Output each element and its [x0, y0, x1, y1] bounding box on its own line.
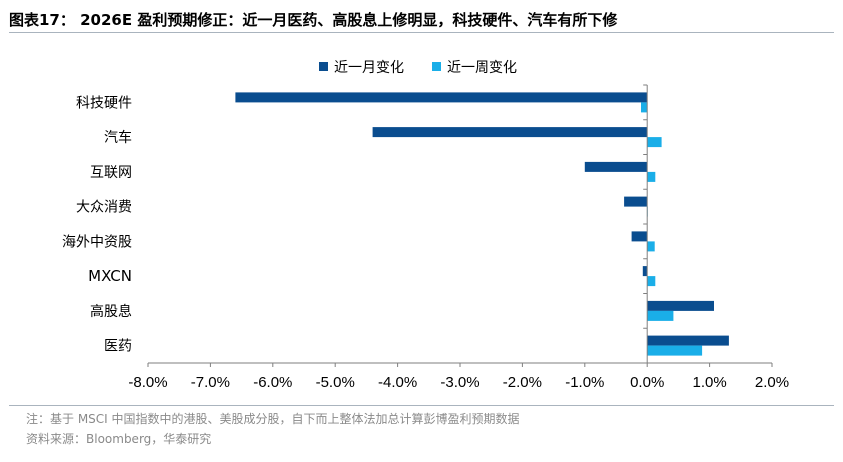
bar-month-7 — [647, 335, 729, 346]
x-tick-label: -5.0% — [316, 374, 355, 391]
legend-label: 近一周变化 — [447, 60, 517, 76]
chart-title: 图表17： 2026E 盈利预期修正：近一月医药、高股息上修明显，科技硬件、汽车… — [9, 11, 618, 29]
category-label: MXCN — [88, 267, 132, 285]
bar-month-1 — [372, 127, 648, 138]
legend-label: 近一月变化 — [334, 60, 404, 76]
x-tick-label: 0.0% — [630, 374, 664, 391]
bars — [235, 92, 729, 356]
source-note: 资料来源：Bloomberg，华泰研究 — [26, 432, 212, 446]
axes: -8.0% -7.0% -6.0% -5.0% -4.0% -3.0% -2.0% -1.0%… — [128, 84, 789, 391]
bar-week-7 — [647, 345, 703, 356]
category-label: 汽车 — [104, 129, 132, 146]
legend-swatch — [319, 62, 328, 71]
legend-swatch — [432, 62, 441, 71]
bar-month-5 — [642, 266, 648, 277]
x-tick-label: 1.0% — [692, 374, 726, 391]
category-label: 海外中资股 — [62, 234, 132, 250]
bar-week-2 — [647, 171, 656, 182]
x-tick-label: -7.0% — [191, 374, 230, 391]
bar-week-0 — [641, 102, 648, 113]
bar-month-2 — [584, 161, 648, 172]
category-label: 高股息 — [90, 303, 132, 320]
bar-month-6 — [647, 300, 714, 311]
category-label: 科技硬件 — [76, 95, 132, 111]
x-tick-label: -2.0% — [503, 374, 542, 391]
x-tick-label: -6.0% — [253, 374, 292, 391]
bar-week-1 — [647, 137, 662, 148]
bar-week-5 — [647, 276, 656, 287]
category-label: 大众消费 — [76, 200, 132, 216]
category-label: 互联网 — [90, 165, 132, 181]
bar-month-4 — [631, 231, 648, 242]
footer-divider — [9, 405, 834, 406]
x-tick-label: -3.0% — [440, 374, 479, 391]
footnote: 注：基于 MSCI 中国指数中的港股、美股成分股，自下而上整体法加总计算彭博盈利… — [26, 412, 520, 426]
legend: 近一月变化 近一周变化 — [319, 60, 517, 76]
title-divider — [9, 32, 834, 33]
bar-month-3 — [624, 196, 648, 207]
x-tick-label: -1.0% — [565, 374, 604, 391]
category-label: 医药 — [104, 339, 132, 355]
bar-week-6 — [647, 310, 674, 321]
bar-month-0 — [235, 92, 648, 103]
x-tick-label: -8.0% — [128, 374, 167, 391]
x-tick-label: 2.0% — [755, 374, 789, 391]
x-tick-label: -4.0% — [378, 374, 417, 391]
bar-week-4 — [647, 241, 655, 252]
